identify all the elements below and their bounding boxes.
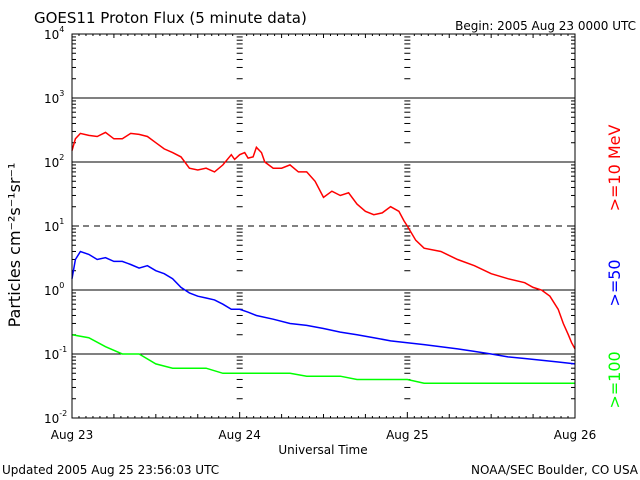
y-tick-label: 103 <box>44 89 64 106</box>
x-axis-ticks: Aug 23 Aug 24 Aug 25 Aug 26 <box>51 34 597 442</box>
source-label: NOAA/SEC Boulder, CO USA <box>471 463 639 477</box>
y-tick-label: 100 <box>44 281 64 298</box>
begin-time-label: Begin: 2005 Aug 23 0000 UTC <box>455 19 636 33</box>
legend-100: >=100 <box>605 351 624 408</box>
updated-timestamp: Updated 2005 Aug 25 23:56:03 UTC <box>2 463 219 477</box>
grid-lines <box>72 33 575 419</box>
x-tick-label: Aug 23 <box>51 428 94 442</box>
series-lines <box>71 131 576 384</box>
plot-frame <box>71 33 576 419</box>
x-tick-label: Aug 26 <box>554 428 597 442</box>
x-tick-label: Aug 25 <box>386 428 429 442</box>
y-tick-label: 102 <box>44 153 64 170</box>
y-axis-ticks: 10-2 10-1 100 101 102 103 104 <box>44 25 575 426</box>
x-tick-label: Aug 24 <box>218 428 261 442</box>
series-line <box>71 250 576 365</box>
legend-50: >=50 <box>605 259 624 306</box>
series-line <box>71 333 575 384</box>
series-line <box>71 131 576 350</box>
y-tick-label: 10-2 <box>44 409 67 426</box>
y-tick-label: 101 <box>44 217 64 234</box>
y-tick-label: 10-1 <box>44 345 67 362</box>
y-tick-label: 104 <box>44 25 64 42</box>
legend-10mev: >=10 MeV <box>605 125 624 212</box>
chart-title: GOES11 Proton Flux (5 minute data) <box>34 9 307 27</box>
y-axis-label: Particles cm⁻²s⁻¹sr⁻¹ <box>5 163 24 328</box>
x-axis-label: Universal Time <box>278 443 367 457</box>
